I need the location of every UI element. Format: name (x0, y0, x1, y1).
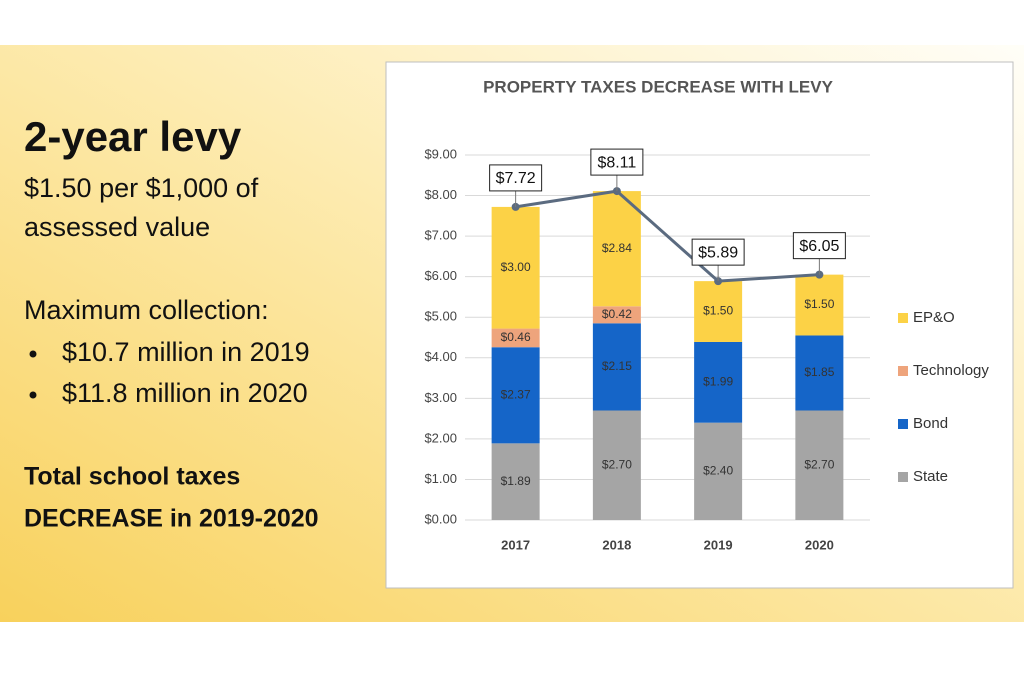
y-tick-label: $6.00 (424, 268, 457, 283)
bar-segment (491, 328, 540, 348)
y-tick-label: $5.00 (424, 309, 457, 324)
bar-segment (694, 422, 743, 520)
segment-label: $1.50 (804, 297, 834, 311)
y-tick-label: $7.00 (424, 228, 457, 243)
bullet-dot (29, 350, 37, 358)
x-tick-label: 2019 (704, 537, 733, 552)
segment-label: $1.85 (804, 365, 834, 379)
y-tick-label: $3.00 (424, 390, 457, 405)
segment-label: $1.50 (703, 304, 733, 318)
legend-swatch (898, 366, 908, 376)
x-tick-label: 2017 (501, 537, 530, 552)
y-tick-label: $8.00 (424, 187, 457, 202)
bullet: $11.8 million in 2020 (62, 378, 308, 408)
label-box (691, 238, 745, 266)
bar-segment (491, 347, 540, 444)
bar-segment (491, 443, 540, 520)
legend-label: Technology (913, 362, 989, 379)
bullet: $10.7 million in 2019 (62, 337, 310, 367)
total-label: $8.11 (597, 154, 636, 171)
bullet-dot (29, 391, 37, 399)
segment-label: $3.00 (501, 260, 531, 274)
y-tick-label: $9.00 (424, 146, 457, 161)
subtitle-line: assessed value (24, 212, 210, 242)
bar-segment (694, 341, 743, 423)
total-label: $5.89 (698, 244, 738, 261)
bar-segment (491, 206, 540, 329)
bar-segment (592, 410, 641, 520)
y-tick-label: $4.00 (424, 349, 457, 364)
label-box (590, 148, 644, 176)
conclusion: DECREASE in 2019-2020 (24, 505, 319, 533)
segment-label: $2.37 (501, 387, 531, 401)
bar-segment (694, 281, 743, 342)
y-tick-label: $2.00 (424, 430, 457, 445)
bar-segment (592, 306, 641, 324)
chart-title: PROPERTY TAXES DECREASE WITH LEVY (483, 77, 833, 96)
conclusion: Total school taxes (24, 463, 240, 491)
bar-segment (795, 335, 844, 411)
legend-swatch (898, 472, 908, 482)
segment-label: $0.42 (602, 307, 632, 321)
label-box (792, 232, 846, 260)
bar-segment (795, 274, 844, 336)
legend-label: Bond (913, 415, 948, 432)
legend-swatch (898, 419, 908, 429)
x-tick-label: 2020 (805, 537, 834, 552)
legend-label: State (913, 468, 948, 485)
segment-label: $1.89 (501, 474, 531, 488)
total-label: $7.72 (496, 170, 536, 187)
x-tick-label: 2018 (602, 537, 631, 552)
slide-title: 2-year levy (24, 113, 242, 160)
y-tick-label: $1.00 (424, 471, 457, 486)
legend-swatch (898, 313, 908, 323)
total-line (515, 189, 820, 283)
subtitle-line: $1.50 per $1,000 of (24, 173, 259, 203)
total-label: $6.05 (799, 238, 839, 255)
y-tick-label: $0.00 (424, 511, 457, 526)
bar-segment (795, 410, 844, 520)
segment-label: $0.46 (501, 330, 531, 344)
bar-segment (592, 191, 641, 307)
segment-label: $2.84 (602, 241, 632, 255)
segment-label: $2.70 (804, 457, 834, 471)
legend-label: EP&O (913, 309, 955, 326)
segment-label: $2.15 (602, 359, 632, 373)
segment-label: $1.99 (703, 374, 733, 388)
segment-label: $2.70 (602, 457, 632, 471)
segment-label: $2.40 (703, 464, 733, 478)
collection-heading: Maximum collection: (24, 295, 269, 325)
bar-segment (592, 323, 641, 411)
label-box (489, 164, 543, 192)
